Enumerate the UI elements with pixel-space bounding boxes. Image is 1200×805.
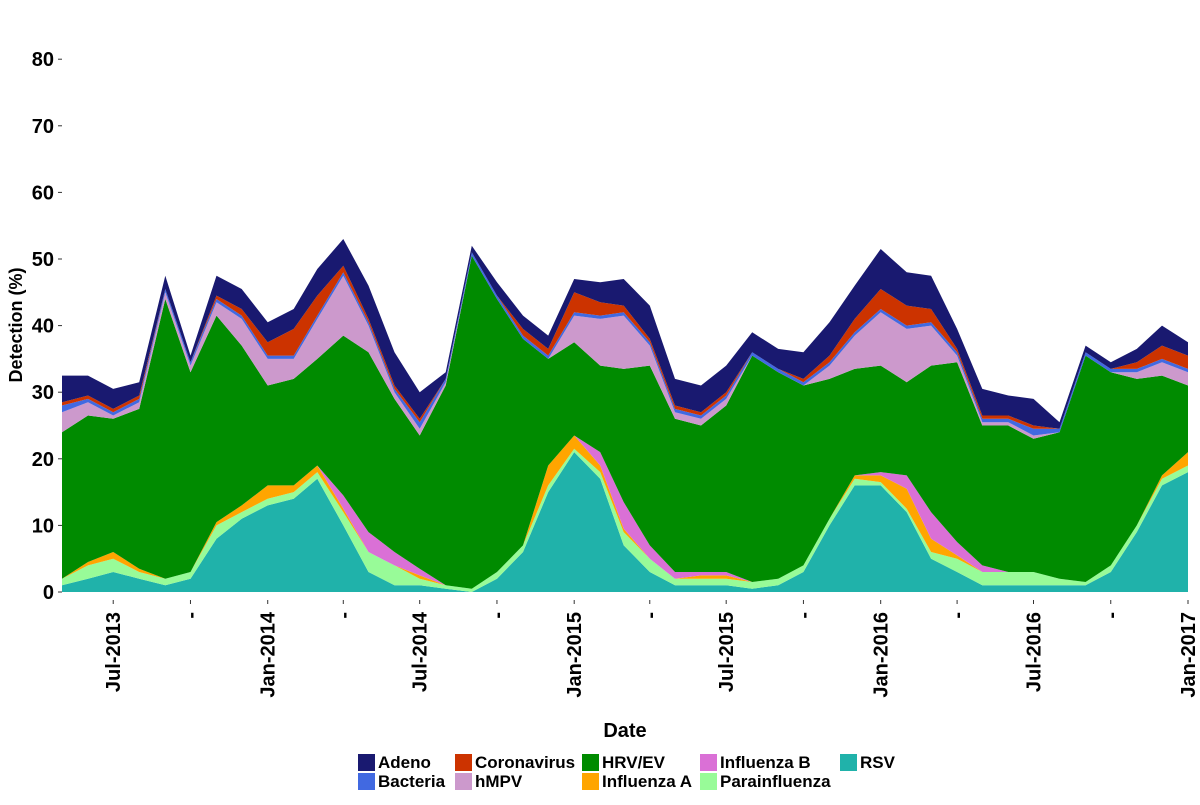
legend-label-rsv: RSV	[860, 753, 896, 772]
x-tick-label: Jul-2014	[410, 611, 432, 692]
y-tick-label: 10	[32, 515, 54, 537]
areas-layer	[62, 239, 1188, 592]
legend-swatch-adeno	[358, 754, 375, 771]
x-tick-label: Jan-2016	[871, 612, 893, 698]
area-rsv	[62, 452, 1188, 592]
y-tick-label: 30	[32, 382, 54, 404]
legend-swatch-rsv	[840, 754, 857, 771]
y-tick-label: 20	[32, 449, 54, 471]
legend-label-adeno: Adeno	[378, 753, 431, 772]
area-influenza-b	[62, 435, 1188, 589]
x-tick-label: Jan-2014	[258, 611, 280, 697]
x-axis: Jul-2013 - Jan-2014 - Jul-2014 - Jan-2015 - Jul-…	[103, 600, 1200, 698]
y-tick-label: 70	[32, 116, 54, 138]
x-tick-label: -	[333, 612, 355, 619]
legend-swatch-coronavirus	[455, 754, 472, 771]
area-parainfluenza	[62, 448, 1188, 592]
x-tick-label: -	[793, 612, 815, 619]
x-tick-label: Jul-2016	[1024, 612, 1046, 692]
legend-swatch-bacteria	[358, 773, 375, 790]
legend-label-influenza-b: Influenza B	[720, 753, 811, 772]
y-axis: 0 10 20 30 40 50 60 70 80	[32, 49, 62, 604]
y-tick-label: 80	[32, 49, 54, 71]
legend-swatch-parainfluenza	[700, 773, 717, 790]
y-tick-label: 60	[32, 182, 54, 204]
legend-label-coronavirus: Coronavirus	[475, 753, 575, 772]
legend-swatch-hmpv	[455, 773, 472, 790]
area-coronavirus	[62, 252, 1188, 429]
y-tick-label: 50	[32, 249, 54, 271]
x-tick-label: Jul-2015	[716, 612, 738, 692]
x-tick-label: -	[947, 612, 969, 619]
y-tick-label: 40	[32, 316, 54, 338]
y-axis-title: Detection (%)	[6, 267, 26, 382]
x-tick-label: Jan-2017	[1178, 612, 1200, 698]
legend: Adeno Coronavirus HRV/EV Influenza B RSV Bact…	[358, 753, 896, 791]
x-tick-label: -	[1101, 612, 1123, 619]
area-adeno	[62, 239, 1188, 429]
area-hrv-ev	[62, 255, 1188, 589]
x-tick-label: -	[487, 612, 509, 619]
area-hmpv	[62, 255, 1188, 439]
x-axis-title: Date	[603, 720, 646, 742]
x-tick-label: Jan-2015	[564, 612, 586, 698]
legend-label-hmpv: hMPV	[475, 772, 523, 791]
x-tick-label: -	[640, 612, 662, 619]
legend-swatch-influenza-b	[700, 754, 717, 771]
legend-swatch-hrv-ev	[582, 754, 599, 771]
x-tick-label: -	[181, 612, 203, 619]
legend-label-parainfluenza: Parainfluenza	[720, 772, 831, 791]
legend-label-hrv-ev: HRV/EV	[602, 753, 666, 772]
y-tick-label: 0	[43, 582, 54, 604]
legend-label-influenza-a: Influenza A	[602, 772, 692, 791]
legend-label-bacteria: Bacteria	[378, 772, 446, 791]
x-tick-label: Jul-2013	[103, 612, 125, 692]
legend-swatch-influenza-a	[582, 773, 599, 790]
